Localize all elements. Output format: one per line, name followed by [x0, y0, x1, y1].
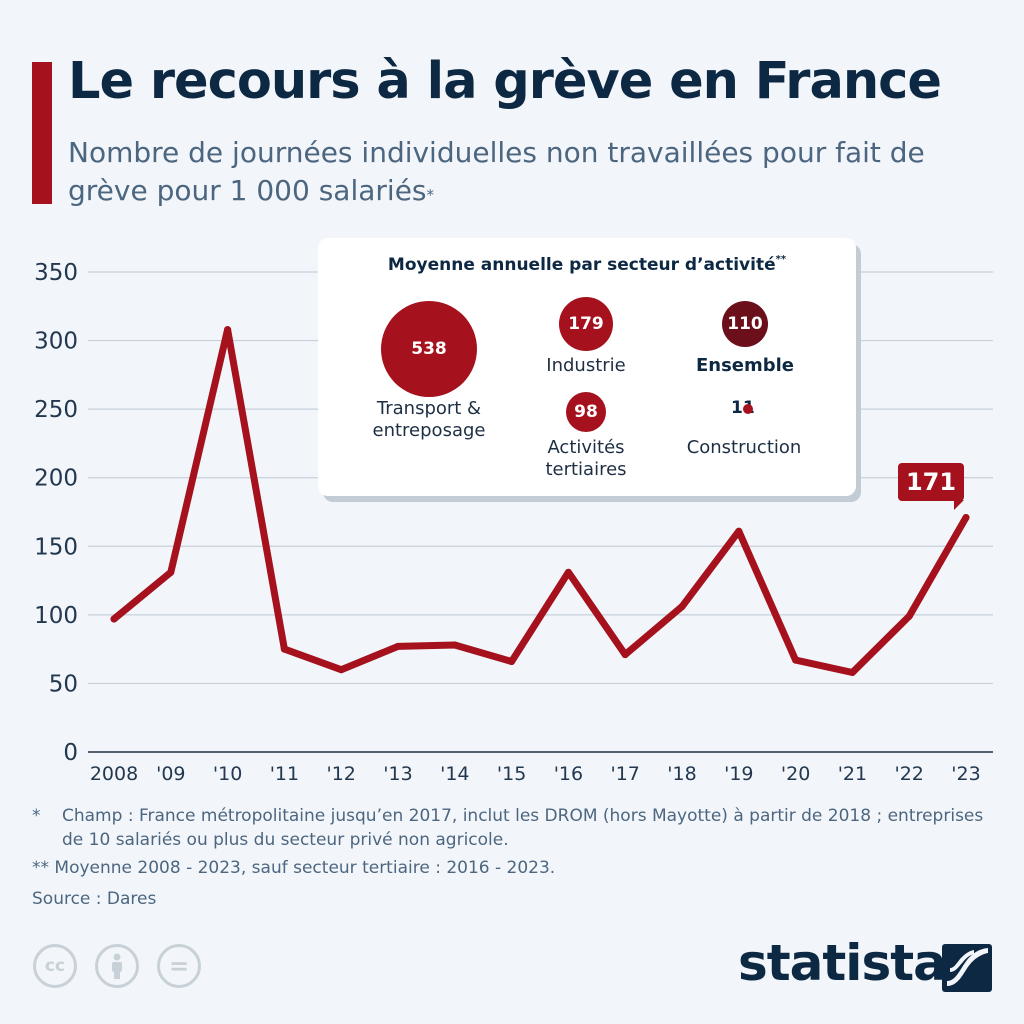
- sector-panel-title-text: Moyenne annuelle par secteur d’activité: [387, 255, 776, 275]
- source-note: Source : Dares: [32, 889, 157, 909]
- x-tick-label: '20: [781, 763, 810, 785]
- x-tick-label: '19: [724, 763, 753, 785]
- y-tick-label: 50: [49, 671, 78, 697]
- y-tick-label: 350: [34, 260, 78, 286]
- y-axis-ticks: 0 50 100 150 200 250 300 350: [34, 260, 78, 766]
- bubble-industrie: 179: [559, 297, 613, 351]
- x-tick-label: '23: [951, 763, 980, 785]
- creative-commons-icon[interactable]: cc: [33, 944, 77, 988]
- data-point: [735, 527, 743, 535]
- data-point: [280, 645, 288, 653]
- data-point: [508, 657, 516, 665]
- page-title: Le recours à la grève en France: [68, 52, 942, 111]
- y-tick-label: 150: [34, 534, 78, 560]
- x-tick-label: '14: [440, 763, 469, 785]
- data-point: [394, 642, 402, 650]
- sector-panel-title-marker: **: [775, 254, 787, 265]
- x-tick-label: '09: [156, 763, 185, 785]
- x-tick-label: '10: [213, 763, 242, 785]
- y-tick-label: 300: [34, 329, 78, 355]
- label-industrie: Industrie: [546, 355, 626, 376]
- series-points: [110, 326, 970, 676]
- data-point: [621, 651, 629, 659]
- y-tick-label: 100: [34, 603, 78, 629]
- footnote-scope-text: Champ : France métropolitaine jusqu’en 2…: [62, 806, 984, 850]
- label-transport: Transport & entreposage: [372, 398, 486, 441]
- footnote-scope: * Champ : France métropolitaine jusqu’en…: [32, 804, 1007, 852]
- data-point: [337, 666, 345, 674]
- bubble-transport: 538: [381, 301, 477, 397]
- data-point: [962, 513, 970, 521]
- y-tick-label: 0: [63, 740, 78, 766]
- x-tick-label: '16: [554, 763, 583, 785]
- sector-panel-title: Moyenne annuelle par secteur d’activité*…: [318, 254, 856, 275]
- x-tick-label: '15: [497, 763, 526, 785]
- x-tick-label: '18: [667, 763, 696, 785]
- data-point: [678, 603, 686, 611]
- page-subtitle: Nombre de journées individuelles non tra…: [68, 134, 968, 210]
- label-construction: Construction: [686, 437, 802, 458]
- x-tick-label: 2008: [90, 763, 138, 785]
- x-axis-ticks: 2008 '09 '10 '11 '12 '13 '14 '15 '16 '17 '18 '19 '20…: [90, 763, 981, 785]
- statista-logo-text[interactable]: statista: [738, 934, 947, 992]
- label-ensemble: Ensemble: [695, 355, 795, 376]
- attribution-icon[interactable]: [95, 944, 139, 988]
- data-point: [905, 612, 913, 620]
- data-point: [792, 656, 800, 664]
- x-tick-label: '17: [610, 763, 639, 785]
- label-tertiaire: Activités tertiaires: [545, 437, 627, 480]
- x-tick-label: '22: [894, 763, 923, 785]
- data-point: [110, 615, 118, 623]
- bubble-tertiaire: 98: [566, 392, 606, 432]
- data-point: [167, 568, 175, 576]
- latest-value-callout: 171: [898, 463, 964, 501]
- y-tick-label: 200: [34, 466, 78, 492]
- title-accent-bar: [32, 62, 52, 204]
- series-line: [110, 326, 970, 676]
- data-point: [451, 641, 459, 649]
- data-point: [848, 668, 856, 676]
- latest-value-label: 171: [905, 468, 957, 496]
- data-point: [224, 326, 232, 334]
- x-tick-label: '21: [838, 763, 867, 785]
- bubble-construction: [743, 404, 753, 414]
- no-derivatives-icon[interactable]: =: [157, 944, 201, 988]
- data-point: [564, 568, 572, 576]
- sector-average-panel: Moyenne annuelle par secteur d’activité*…: [318, 238, 856, 496]
- y-tick-label: 250: [34, 397, 78, 423]
- footnote-average: ** Moyenne 2008 - 2023, sauf secteur ter…: [32, 858, 556, 878]
- callout-pointer: [954, 500, 964, 510]
- x-tick-label: '12: [326, 763, 355, 785]
- footnote-scope-marker: *: [32, 806, 41, 826]
- subtitle-text: Nombre de journées individuelles non tra…: [68, 136, 925, 207]
- bubble-ensemble: 110: [722, 301, 768, 347]
- subtitle-footnote-marker: *: [426, 186, 435, 204]
- statista-logo-mark[interactable]: [942, 944, 992, 992]
- x-tick-label: '11: [270, 763, 299, 785]
- x-tick-label: '13: [383, 763, 412, 785]
